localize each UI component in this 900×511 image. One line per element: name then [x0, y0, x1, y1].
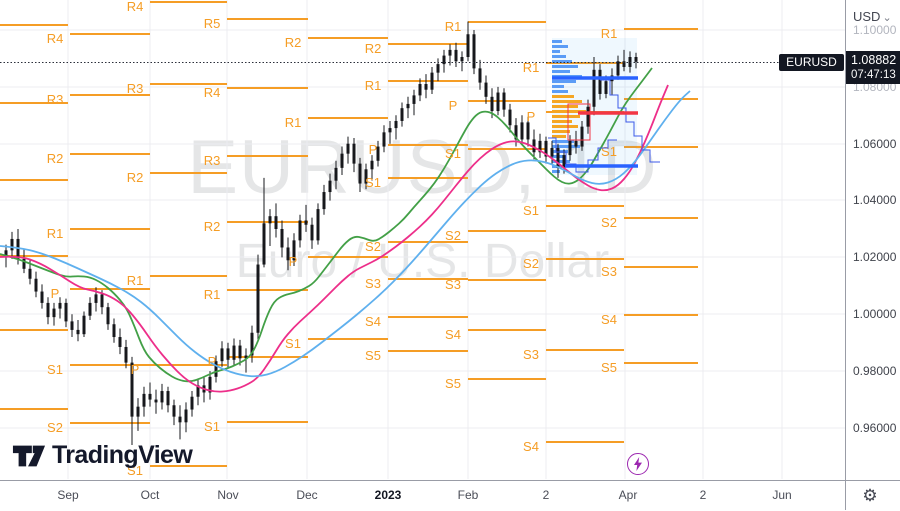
svg-text:R1: R1: [365, 78, 382, 93]
chart-canvas[interactable]: R4 R3 R2 R1 P S1 S2 R4 R3 R2 R1 P S1 R5 R4 R3 R2 R1 P S1 R2 R…: [0, 0, 845, 479]
svg-text:R2: R2: [365, 41, 382, 56]
svg-text:S1: S1: [127, 463, 143, 478]
time-tick-label: 2023: [374, 488, 402, 502]
svg-text:P: P: [208, 354, 217, 369]
time-tick-label: Oct: [140, 488, 160, 502]
svg-text:R1: R1: [204, 287, 221, 302]
svg-text:S1: S1: [365, 175, 381, 190]
time-tick-label: 2: [699, 488, 707, 502]
svg-text:S1: S1: [445, 146, 461, 161]
currency-switcher[interactable]: USD ⌄: [853, 9, 892, 24]
svg-text:S1: S1: [523, 203, 539, 218]
price-tick-label: 1.06000: [853, 137, 897, 151]
svg-text:S1: S1: [285, 336, 301, 351]
tradingview-logo-text: TradingView: [52, 441, 193, 469]
symbol-price-flag: EURUSD: [779, 54, 844, 71]
lightning-icon[interactable]: [627, 453, 649, 475]
pivot-labels: R4 R3 R2 R1 P S1 S2 R4 R3 R2 R1 P S1 R5 R4 R3 R2 R1 P S1 R2 R…: [47, 0, 618, 478]
svg-text:S3: S3: [523, 347, 539, 362]
price-range-box: [567, 103, 591, 141]
time-tick-label: Jun: [772, 488, 792, 502]
time-tick-label: Sep: [57, 488, 79, 502]
currency-label: USD: [853, 9, 881, 24]
time-axis[interactable]: Sep Oct Nov Dec 2023 Feb 2 Apr 2 Jun: [0, 480, 900, 511]
svg-text:R1: R1: [47, 226, 64, 241]
time-tick-label: Apr: [618, 488, 638, 502]
price-tick-label: 0.96000: [853, 421, 897, 435]
svg-text:S4: S4: [445, 327, 461, 342]
svg-text:S2: S2: [365, 239, 381, 254]
svg-text:R2: R2: [127, 170, 144, 185]
gear-icon[interactable]: ⚙: [862, 486, 878, 505]
svg-text:R4: R4: [47, 31, 64, 46]
tradingview-logo-icon: [12, 445, 46, 466]
tradingview-logo[interactable]: TradingView: [12, 441, 193, 470]
svg-text:S4: S4: [523, 439, 539, 454]
svg-text:R2: R2: [204, 219, 221, 234]
svg-text:S1: S1: [47, 362, 63, 377]
time-tick-label: Nov: [217, 488, 239, 502]
step-line: [600, 79, 660, 163]
svg-text:R3: R3: [47, 92, 64, 107]
svg-text:P: P: [527, 109, 536, 124]
svg-text:S4: S4: [601, 312, 617, 327]
svg-text:R3: R3: [127, 81, 144, 96]
svg-text:S5: S5: [445, 376, 461, 391]
price-tick-label: 1.02000: [853, 250, 897, 264]
chevron-down-icon: ⌄: [882, 12, 892, 24]
price-tick-label: 1.00000: [853, 307, 897, 321]
ma-fast: [0, 67, 653, 383]
price-tick-label: 1.04000: [853, 193, 897, 207]
svg-text:S5: S5: [365, 348, 381, 363]
svg-text:P: P: [51, 286, 60, 301]
svg-text:R3: R3: [204, 153, 221, 168]
svg-text:P: P: [369, 142, 378, 157]
axis-corner-separator: [845, 480, 846, 510]
time-tick-label: Feb: [457, 488, 479, 502]
svg-text:R1: R1: [523, 60, 540, 75]
time-tick-label: 2: [542, 488, 550, 502]
gridlines: [0, 0, 845, 479]
svg-text:R4: R4: [204, 85, 221, 100]
svg-text:S4: S4: [365, 314, 381, 329]
svg-text:S3: S3: [365, 276, 381, 291]
svg-text:P: P: [449, 98, 458, 113]
price-tick-label: 1.10000: [853, 23, 897, 37]
svg-text:S2: S2: [601, 215, 617, 230]
svg-text:S5: S5: [601, 360, 617, 375]
svg-text:R5: R5: [204, 16, 221, 31]
svg-text:S2: S2: [523, 256, 539, 271]
svg-text:P: P: [289, 254, 298, 269]
price-tick-label: 0.98000: [853, 364, 897, 378]
bar-close-countdown: 07:47:13: [851, 69, 896, 81]
lightning-glyph: [634, 457, 642, 471]
svg-text:S1: S1: [204, 419, 220, 434]
svg-text:S2: S2: [47, 420, 63, 435]
last-price-value: 1.08882: [851, 53, 897, 67]
svg-text:R2: R2: [285, 35, 302, 50]
user-drawings[interactable]: [548, 76, 660, 173]
ma-slow: [0, 90, 691, 378]
svg-text:S3: S3: [601, 264, 617, 279]
svg-text:S2: S2: [445, 228, 461, 243]
svg-text:P: P: [131, 362, 140, 377]
time-tick-label: Dec: [296, 488, 318, 502]
svg-text:R1: R1: [601, 26, 618, 41]
svg-text:R1: R1: [445, 19, 462, 34]
svg-text:R1: R1: [285, 115, 302, 130]
moving-averages: [0, 67, 691, 393]
step-line: [548, 137, 617, 173]
last-price-axis-label: 1.08882 07:47:13: [846, 51, 900, 84]
svg-text:R1: R1: [127, 273, 144, 288]
svg-text:R4: R4: [127, 0, 144, 14]
svg-text:S1: S1: [601, 144, 617, 159]
svg-text:S3: S3: [445, 277, 461, 292]
svg-text:R2: R2: [47, 151, 64, 166]
candlestick-series: [4, 21, 638, 446]
